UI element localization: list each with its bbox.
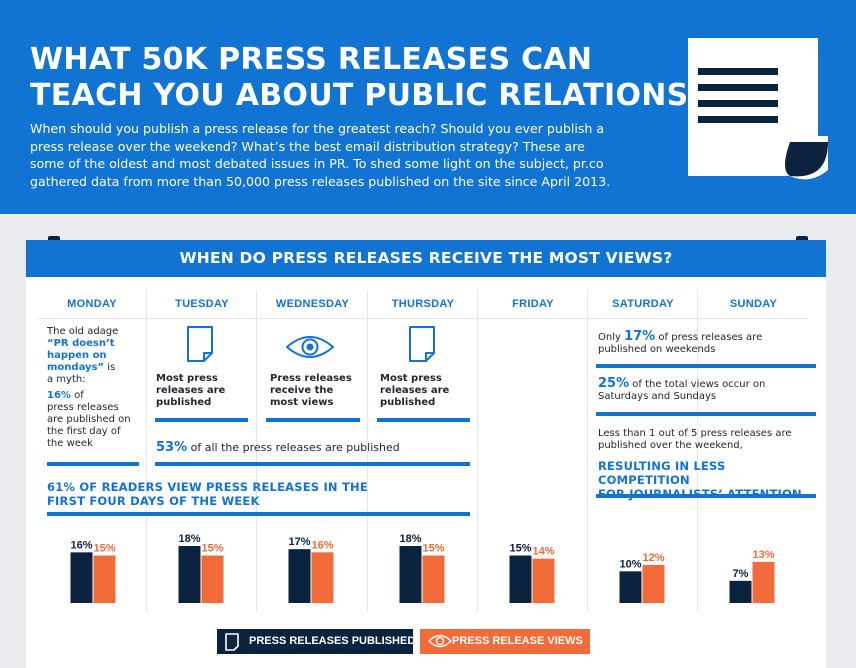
- bar-views-thursday: [422, 555, 445, 603]
- data-label-views-thursday: 15%: [422, 543, 444, 555]
- data-label-published-wednesday: 17%: [288, 536, 310, 548]
- midweek-divider: [155, 462, 470, 466]
- column-tuesday: TUESDAY: [146, 290, 257, 612]
- column-wednesday: WEDNESDAY: [256, 290, 368, 612]
- bar-published-sunday: [729, 580, 752, 603]
- data-label-published-sunday: 7%: [733, 568, 749, 580]
- bar-chart: 16% 15%18%15%17% 16%18%15% 15% 14%10%12%7%13…: [70, 533, 775, 603]
- bar-views-monday: [93, 555, 116, 603]
- thursday-divider: [377, 418, 470, 422]
- monday-note: The old adage “PR doesn’t happen on mond…: [47, 326, 131, 449]
- data-label-views-monday: 15%: [93, 543, 115, 555]
- weekend-stat-published: Only 17% of press releases are published…: [598, 329, 763, 355]
- wednesday-divider: [266, 418, 360, 422]
- bar-views-wednesday: [311, 552, 334, 603]
- bar-published-wednesday: [288, 549, 311, 603]
- data-label-published-monday: 16%: [70, 539, 92, 551]
- eye-icon: [428, 634, 452, 648]
- data-label-published-friday: 15%: [509, 543, 531, 555]
- page-title: WHAT 50K PRESS RELEASES CAN TEACH YOU AB…: [30, 42, 689, 113]
- data-label-views-friday: 14%: [532, 546, 554, 558]
- bar-views-tuesday: [201, 555, 224, 603]
- bar-views-saturday: [642, 565, 665, 603]
- bar-published-tuesday: [178, 546, 201, 603]
- weekend-divider-1: [596, 364, 816, 368]
- bar-views-sunday: [752, 561, 775, 603]
- section-title: WHEN DO PRESS RELEASES RECEIVE THE MOST …: [26, 240, 826, 277]
- bar-published-saturday: [619, 571, 642, 603]
- data-label-views-sunday: 13%: [752, 549, 774, 561]
- column-saturday: SATURDAY: [587, 290, 698, 612]
- column-thursday: THURSDAY: [367, 290, 478, 612]
- thursday-note: Most press releases are published: [380, 373, 450, 408]
- wednesday-note: Press releases receive the most views: [270, 373, 352, 408]
- day-label-thursday: THURSDAY: [391, 298, 455, 310]
- document-icon: [409, 326, 435, 362]
- bar-published-thursday: [399, 546, 422, 603]
- column-sunday: SUNDAY: [697, 290, 809, 612]
- midweek-stat: 53% of all the press releases are publis…: [156, 440, 400, 455]
- bar-published-monday: [70, 552, 93, 603]
- readers-divider: [47, 512, 470, 516]
- tuesday-note: Most press releases are published: [156, 373, 226, 408]
- data-label-views-saturday: 12%: [642, 552, 664, 564]
- weekend-stat-views: 25% of the total views occur on Saturday…: [598, 376, 766, 402]
- monday-divider: [47, 462, 139, 466]
- day-label-friday: FRIDAY: [512, 298, 554, 310]
- bar-views-friday: [532, 558, 555, 603]
- data-label-views-tuesday: 15%: [201, 543, 223, 555]
- document-icon: [187, 326, 213, 362]
- day-label-tuesday: TUESDAY: [175, 298, 229, 310]
- data-label-published-thursday: 18%: [399, 533, 421, 545]
- day-header-divider: [38, 318, 808, 319]
- bar-published-friday: [509, 555, 532, 603]
- data-label-published-saturday: 10%: [619, 558, 641, 570]
- day-columns: MONDAY TUESDAY WEDNESDAY THURSDAY FRIDAY…: [38, 290, 808, 612]
- weekend-stat-competition: Less than 1 out of 5 press releases are …: [598, 428, 792, 451]
- day-label-wednesday: WEDNESDAY: [275, 298, 350, 310]
- data-label-published-tuesday: 18%: [178, 533, 200, 545]
- document-illustration-icon: [688, 38, 828, 180]
- document-icon: [225, 633, 239, 651]
- legend-views: PRESS RELEASE VIEWS: [420, 629, 590, 654]
- day-label-sunday: SUNDAY: [729, 298, 778, 310]
- day-label-saturday: SATURDAY: [612, 298, 674, 310]
- day-label-monday: MONDAY: [67, 298, 117, 310]
- weekend-divider-2: [596, 412, 816, 416]
- readers-headline: 61% OF READERS VIEW PRESS RELEASES IN TH…: [47, 480, 368, 508]
- data-label-views-wednesday: 16%: [311, 539, 333, 551]
- column-friday: FRIDAY: [477, 290, 588, 612]
- intro-paragraph: When should you publish a press release …: [30, 121, 611, 189]
- tuesday-divider: [155, 418, 248, 422]
- column-monday: MONDAY: [38, 290, 146, 612]
- weekend-divider-3: [596, 494, 816, 498]
- legend-published: PRESS RELEASES PUBLISHED: [217, 629, 415, 654]
- eye-icon: [285, 336, 335, 358]
